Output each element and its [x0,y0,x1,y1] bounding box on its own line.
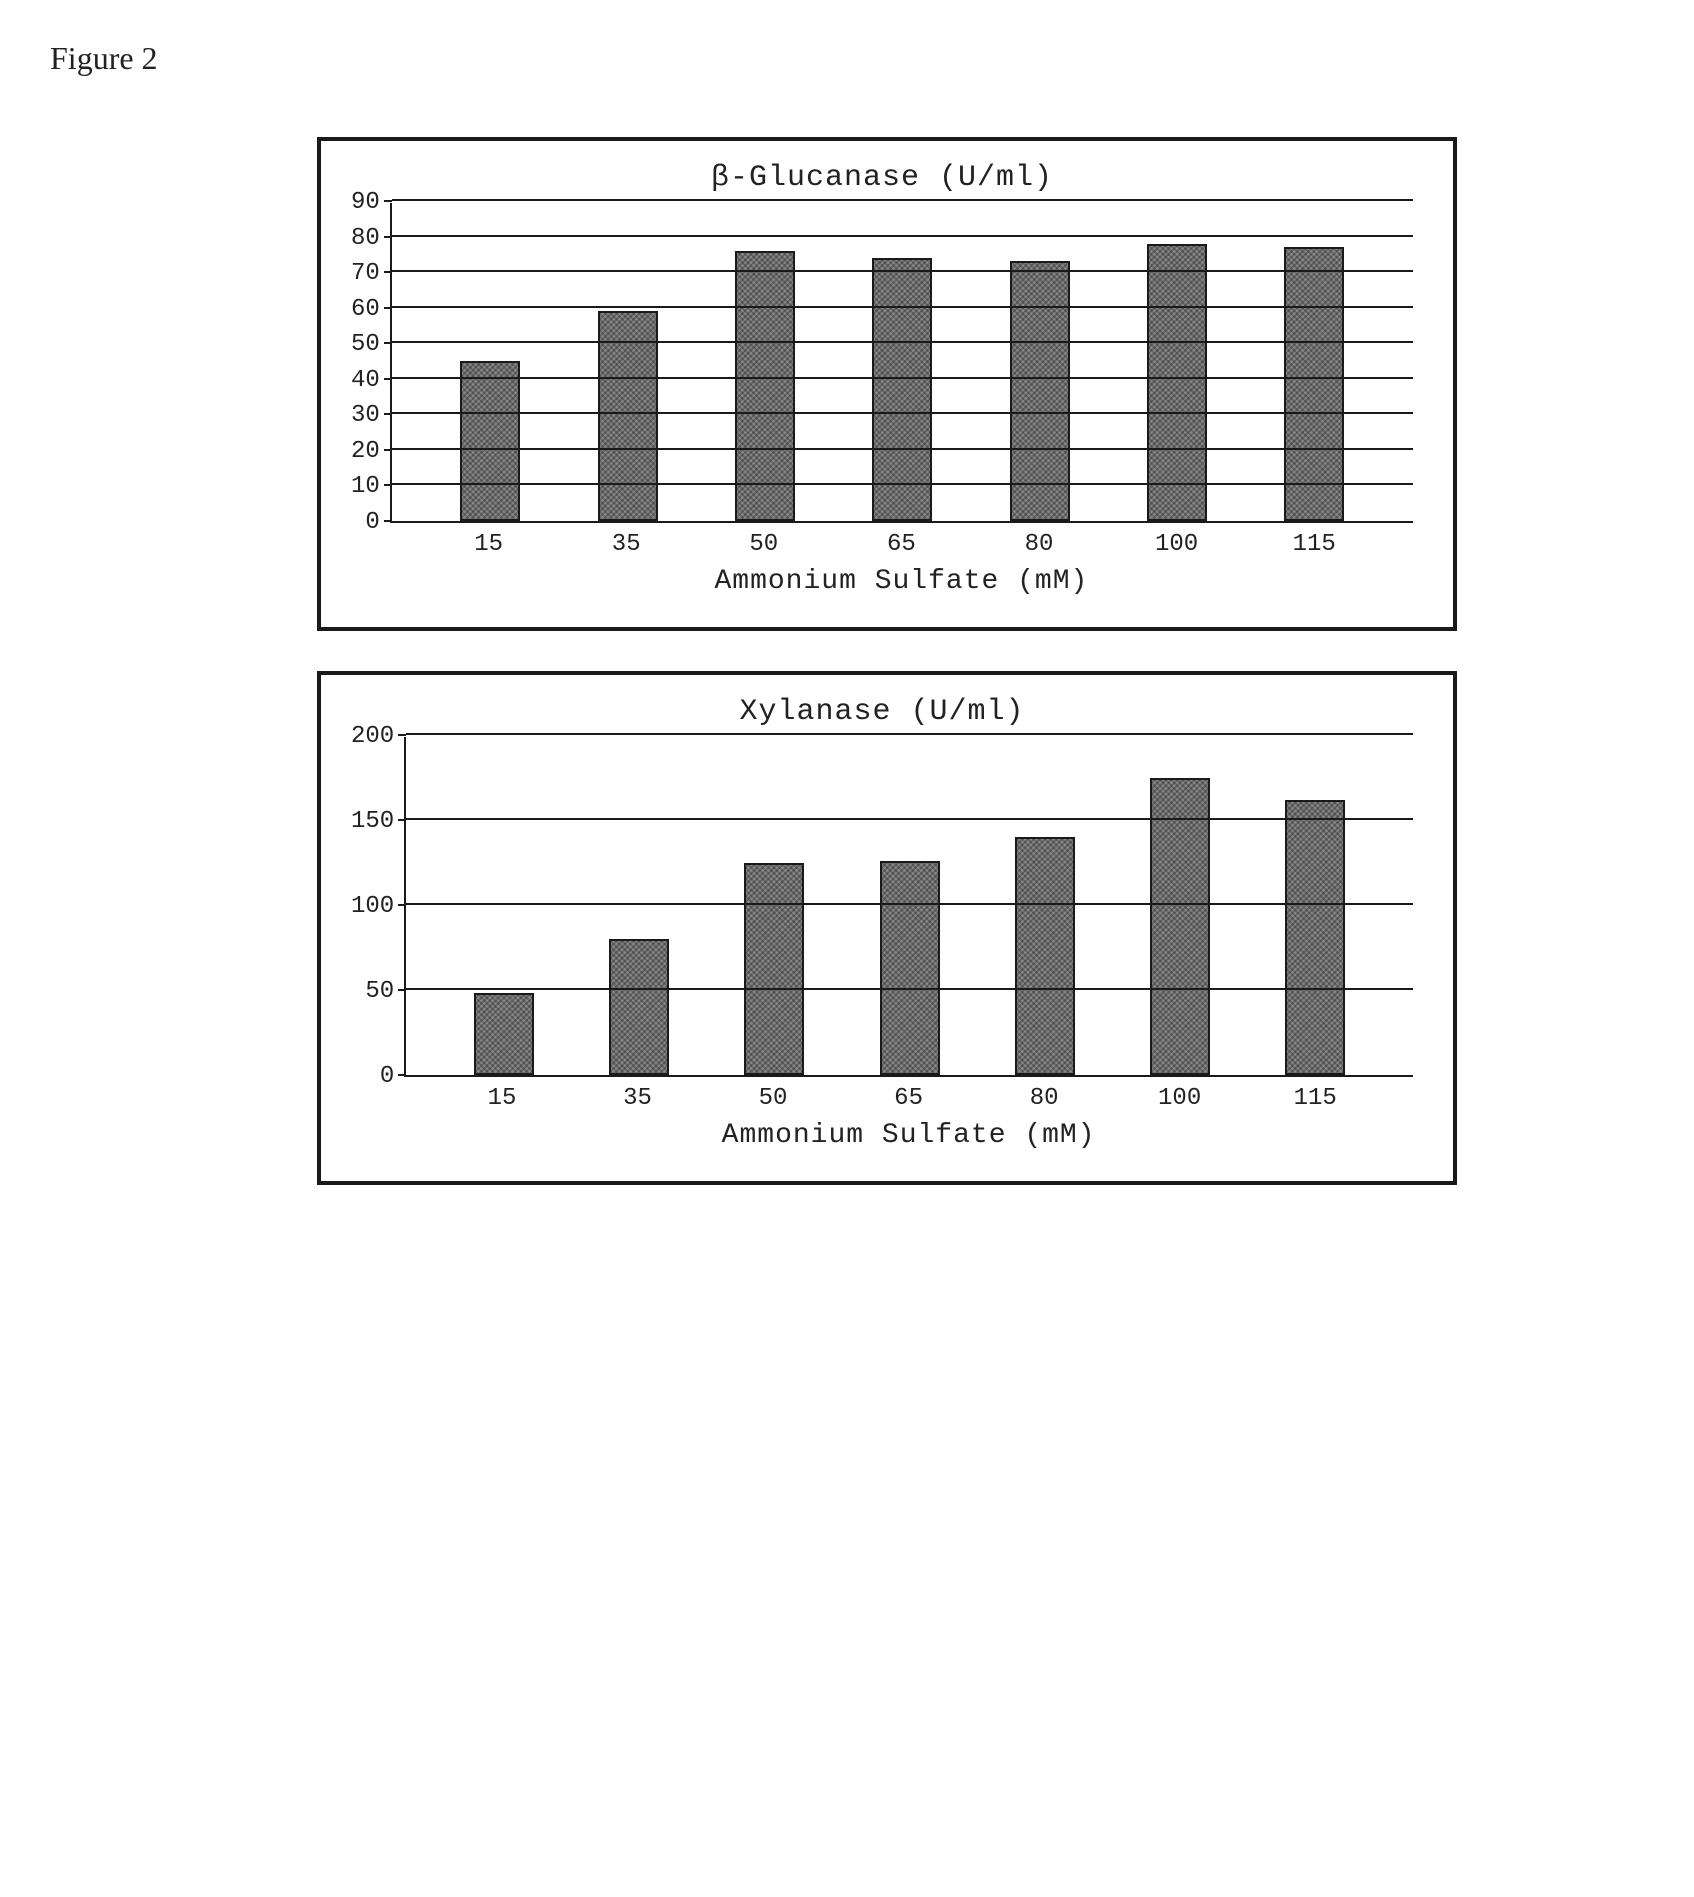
y-tick-mark [384,449,392,451]
bar [1285,800,1345,1075]
chart2-x-label: Ammonium Sulfate (mM) [404,1120,1413,1151]
bar [735,251,795,521]
chart1-bars [392,203,1413,521]
grid-line [406,733,1413,735]
y-tick-mark [384,342,392,344]
bar [880,861,940,1075]
chart2-x-axis: 15 35 50 65 80 100 115 [404,1077,1413,1112]
chart1-x-axis: 15 35 50 65 80 100 115 [390,523,1413,558]
x-tick-label: 65 [879,1085,939,1112]
bar [1010,261,1070,521]
y-tick-mark [398,989,406,991]
chart2-plot-area [404,737,1413,1077]
chart1-plot-area [390,203,1413,523]
bar [1284,247,1344,521]
bar [1147,244,1207,521]
chart1-x-label: Ammonium Sulfate (mM) [390,566,1413,597]
grid-line [392,377,1413,379]
bar [609,939,669,1075]
x-tick-label: 15 [459,531,519,558]
chart1-title: β-Glucanase (U/ml) [351,161,1413,195]
chart-panel-xylanase: Xylanase (U/ml) 050100150200 15355065801… [317,671,1457,1185]
figure-label: Figure 2 [50,40,1654,77]
bar [460,361,520,521]
chart1-plot-wrap: 15 35 50 65 80 100 115 Ammonium Sulfate (mM) [390,203,1413,597]
y-tick-mark [398,819,406,821]
grid-line [392,270,1413,272]
x-tick-label: 35 [596,531,656,558]
y-tick-mark [398,904,406,906]
chart-panel-glucanase: β-Glucanase (U/ml) 0102030405060708090 1… [317,137,1457,631]
grid-line [392,483,1413,485]
grid-line [392,412,1413,414]
grid-line [406,818,1413,820]
chart1-body: 0102030405060708090 15 35 50 65 80 100 115 Amm… [351,203,1413,597]
bar [1150,778,1210,1076]
bar [744,863,804,1076]
grid-line [406,903,1413,905]
x-tick-label: 100 [1150,1085,1210,1112]
x-tick-label: 115 [1285,1085,1345,1112]
grid-line [392,235,1413,237]
x-tick-label: 80 [1014,1085,1074,1112]
chart2-title: Xylanase (U/ml) [351,695,1413,729]
y-tick-mark [384,200,392,202]
grid-line [392,448,1413,450]
y-tick-mark [384,378,392,380]
y-tick-mark [384,271,392,273]
grid-line [392,199,1413,201]
bar [872,258,932,521]
x-tick-label: 65 [871,531,931,558]
grid-line [406,988,1413,990]
chart2-bars [406,737,1413,1075]
y-tick-mark [398,734,406,736]
x-tick-label: 100 [1147,531,1207,558]
chart2-plot-wrap: 15 35 50 65 80 100 115 Ammonium Sulfate (mM) [404,737,1413,1151]
y-tick-mark [384,484,392,486]
y-tick-mark [398,1074,406,1076]
x-tick-label: 35 [608,1085,668,1112]
charts-container: β-Glucanase (U/ml) 0102030405060708090 1… [147,137,1547,1225]
x-tick-label: 80 [1009,531,1069,558]
x-tick-label: 115 [1284,531,1344,558]
grid-line [392,306,1413,308]
chart1-y-axis: 0102030405060708090 [351,203,390,523]
chart2-body: 050100150200 15 35 50 65 80 100 115 Ammonium S… [351,737,1413,1151]
chart2-y-axis: 050100150200 [351,737,404,1077]
bar [474,993,534,1075]
x-tick-label: 50 [743,1085,803,1112]
y-tick-mark [384,520,392,522]
y-tick-mark [384,236,392,238]
x-tick-label: 50 [734,531,794,558]
grid-line [392,341,1413,343]
y-tick-mark [384,413,392,415]
bar [1015,837,1075,1075]
y-tick-mark [384,307,392,309]
x-tick-label: 15 [472,1085,532,1112]
